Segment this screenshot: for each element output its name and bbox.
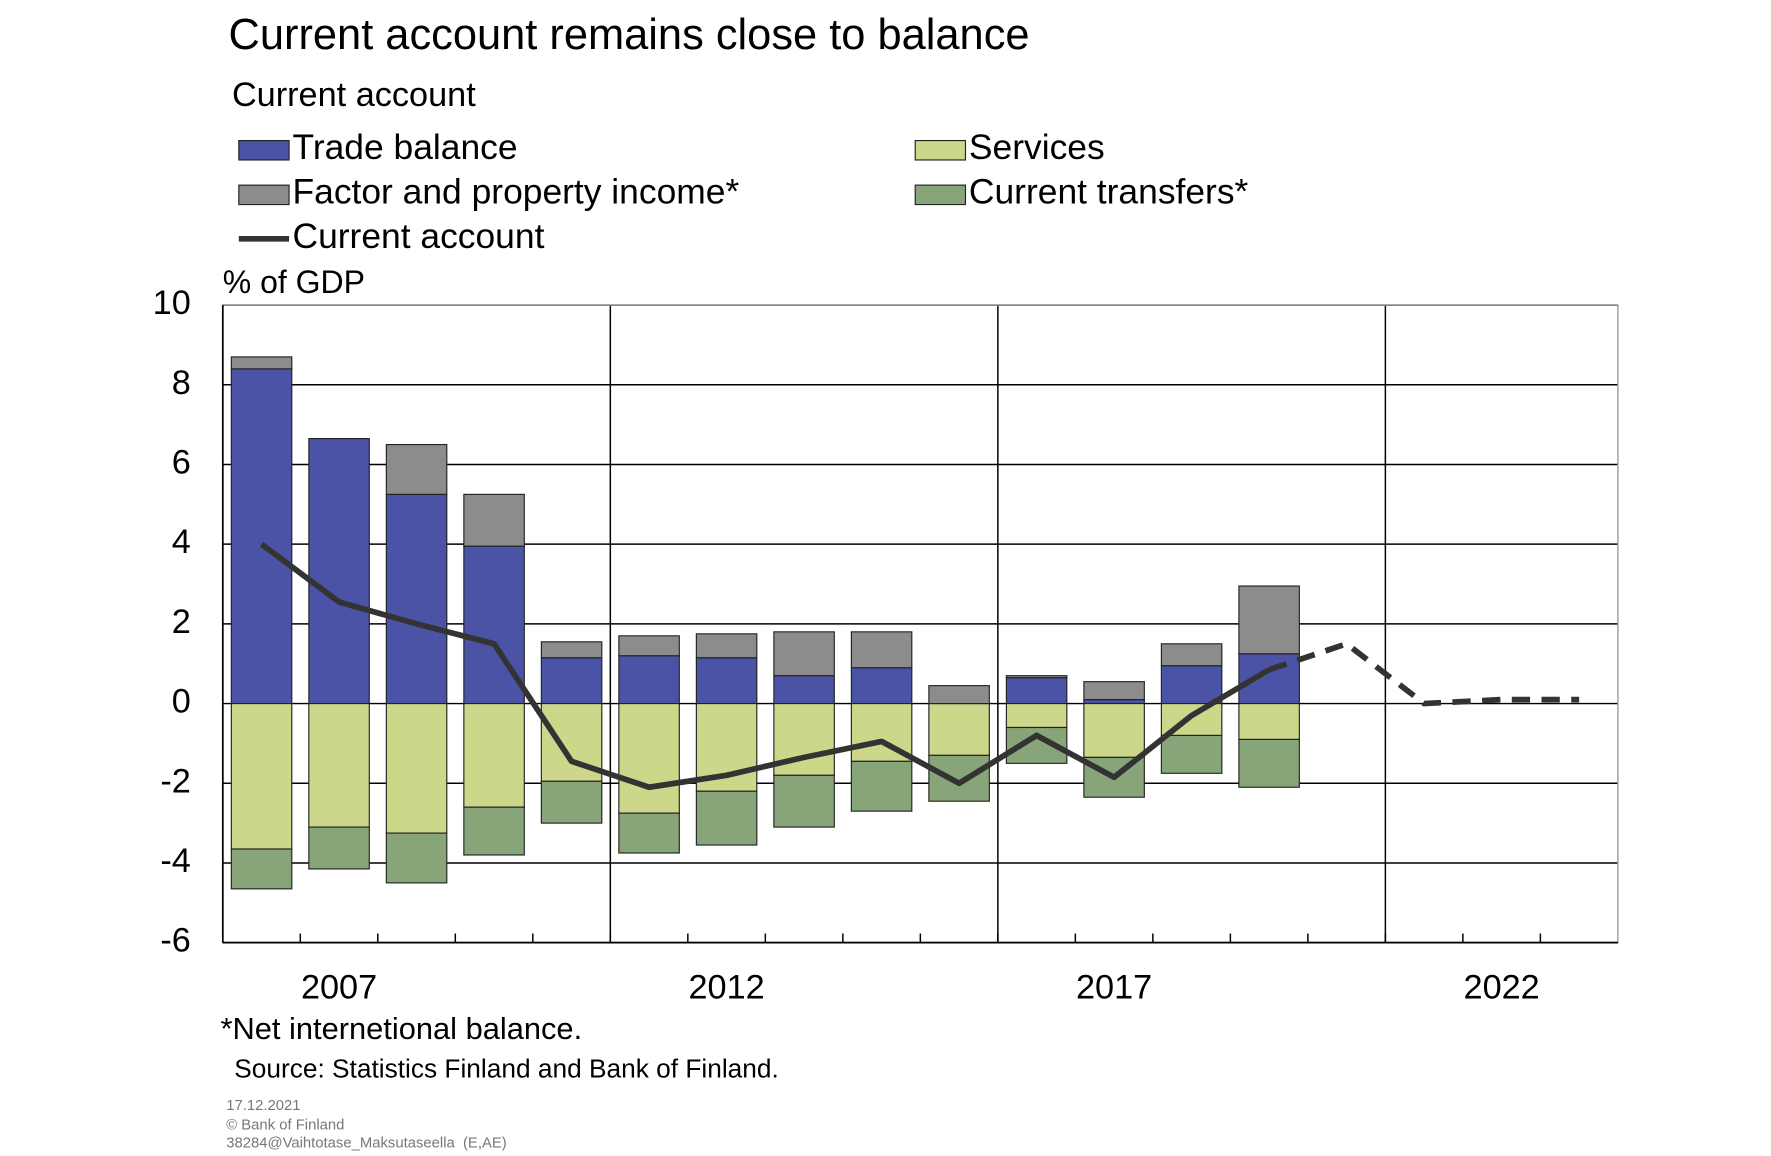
legend-swatch <box>914 184 967 206</box>
bar <box>618 655 680 705</box>
x-tick-label: 2022 <box>1464 969 1540 1007</box>
bar <box>618 635 680 657</box>
bar <box>540 780 603 824</box>
legend-label: Services <box>969 127 1105 167</box>
bar <box>618 702 680 814</box>
legend-swatch <box>238 184 290 206</box>
legend-swatch <box>914 139 967 161</box>
copyright: © Bank of Finland <box>226 1117 344 1133</box>
date: 17.12.2021 <box>226 1098 300 1114</box>
bar <box>773 774 835 828</box>
y-axis-label: % of GDP <box>223 264 365 300</box>
bar <box>385 443 448 495</box>
bar <box>1083 702 1145 758</box>
bar <box>1160 734 1223 774</box>
bar <box>695 633 758 659</box>
x-tick-label: 2007 <box>301 969 377 1007</box>
bar <box>308 438 370 705</box>
legend-label: Factor and property income* <box>293 172 740 212</box>
footnote: *Net internetional balance. <box>221 1011 583 1046</box>
bar <box>308 702 370 828</box>
bar <box>385 493 448 705</box>
bar <box>1005 702 1068 729</box>
bar <box>230 702 293 850</box>
bar <box>1238 585 1300 655</box>
bar <box>230 848 293 890</box>
bar <box>463 702 525 808</box>
bar <box>618 812 680 854</box>
y-tick-label: 6 <box>172 444 191 482</box>
y-tick-label: 2 <box>172 603 191 641</box>
bar <box>928 685 990 705</box>
bar <box>463 806 525 856</box>
y-tick-label: 0 <box>172 683 191 721</box>
bar <box>695 790 758 846</box>
bar <box>540 657 603 705</box>
bar <box>773 675 835 705</box>
legend-label: Current account <box>293 216 545 256</box>
legend-swatch <box>238 139 290 161</box>
bar <box>1160 665 1223 705</box>
bar <box>928 754 990 802</box>
bar <box>385 702 448 834</box>
y-tick-label: 10 <box>153 284 191 322</box>
bar <box>1160 643 1223 667</box>
forecast-line <box>1268 640 1580 707</box>
x-tick-label: 2017 <box>1076 969 1152 1007</box>
x-tick-label: 2012 <box>688 969 764 1007</box>
bar <box>1083 681 1145 701</box>
line <box>259 541 1271 791</box>
bar <box>540 641 603 659</box>
bar <box>1238 653 1300 705</box>
chart-subtitle: Current account <box>232 76 476 114</box>
file-id: 38284@Vaihtotase_Maksutaseella (E,AE) <box>226 1136 507 1152</box>
legend-label: Current transfers* <box>969 172 1249 212</box>
y-tick-label: 4 <box>172 523 191 561</box>
chart-title: Current account remains close to balance <box>229 11 1030 59</box>
bar <box>463 493 525 547</box>
bar <box>773 631 835 677</box>
bar <box>850 667 913 705</box>
bar <box>1005 677 1068 705</box>
y-tick-label: -2 <box>160 762 190 800</box>
bar <box>1005 675 1068 679</box>
y-tick-label: -6 <box>160 922 190 960</box>
bar <box>695 657 758 705</box>
legend-label: Trade balance <box>293 127 518 167</box>
bar <box>385 832 448 884</box>
y-tick-label: -4 <box>160 842 190 880</box>
bar <box>1238 738 1300 788</box>
bar <box>1238 702 1300 741</box>
bar <box>850 631 913 669</box>
bar <box>928 702 990 756</box>
y-tick-label: 8 <box>172 364 191 402</box>
bar <box>230 356 293 370</box>
source: Source: Statistics Finland and Bank of F… <box>234 1054 779 1084</box>
bar <box>308 826 370 870</box>
bar <box>850 760 913 812</box>
bar <box>1083 699 1145 705</box>
bar <box>230 368 293 705</box>
